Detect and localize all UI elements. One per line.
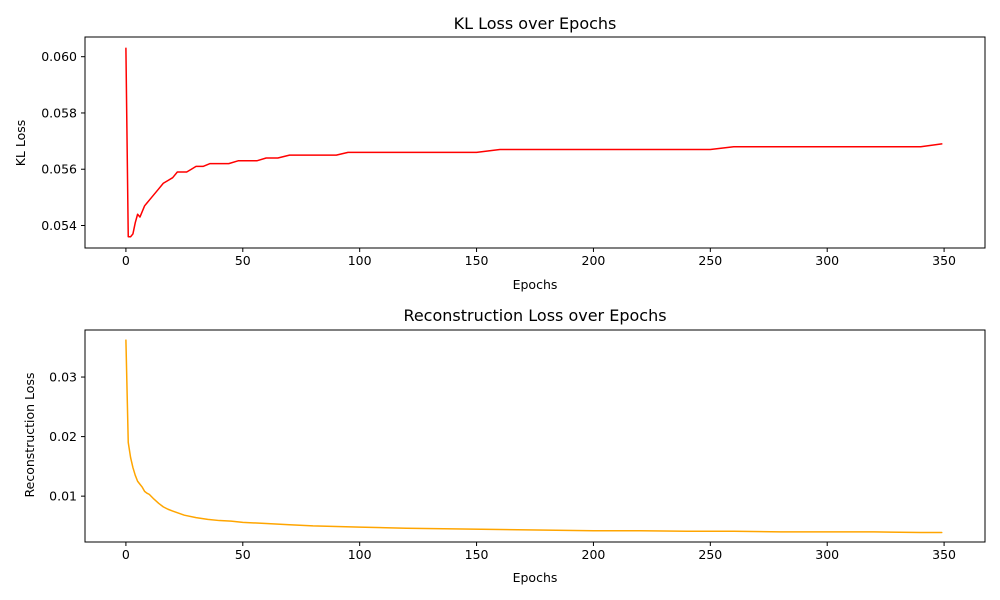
- x-tick-label: 50: [235, 547, 251, 562]
- x-tick-label: 300: [815, 547, 839, 562]
- y-tick-label: 0.058: [41, 105, 77, 120]
- y-tick-label: 0.02: [49, 429, 77, 444]
- chart-title: Reconstruction Loss over Epochs: [403, 306, 666, 325]
- x-tick-label: 0: [122, 253, 130, 268]
- kl-loss-chart: KL Loss over Epochs Epochs KL Loss 0 50 10…: [13, 14, 986, 292]
- plot-area: [125, 339, 943, 534]
- x-tick-label: 250: [698, 547, 722, 562]
- plot-area: [125, 47, 943, 238]
- x-tick-label: 350: [932, 547, 956, 562]
- y-tick-label: 0.054: [41, 218, 77, 233]
- x-axis-label: Epochs: [513, 277, 558, 292]
- x-tick-label: 150: [465, 547, 489, 562]
- x-tick-label: 100: [348, 253, 372, 268]
- x-tick-label: 350: [932, 253, 956, 268]
- x-tick-label: 200: [582, 547, 606, 562]
- y-axis-label: KL Loss: [13, 120, 28, 167]
- y-tick-label: 0.03: [49, 370, 77, 385]
- axis-ticks: 0 50 100 150 200 250 300 350 0.054 0.056 0.058 0.06…: [41, 49, 956, 268]
- plot-frame: [84, 36, 986, 249]
- y-tick-label: 0.060: [41, 49, 77, 64]
- y-tick-label: 0.01: [49, 489, 77, 504]
- plot-frame: [84, 329, 986, 543]
- x-tick-label: 150: [465, 253, 489, 268]
- x-tick-label: 300: [815, 253, 839, 268]
- reconstruction-loss-chart: Reconstruction Loss over Epochs Epochs R…: [22, 306, 986, 585]
- x-tick-label: 250: [698, 253, 722, 268]
- x-tick-label: 100: [348, 547, 372, 562]
- y-axis-label: Reconstruction Loss: [22, 373, 37, 498]
- x-tick-label: 0: [122, 547, 130, 562]
- x-tick-label: 200: [582, 253, 606, 268]
- x-tick-label: 50: [235, 253, 251, 268]
- axis-ticks: 0 50 100 150 200 250 300 350 0.01 0.02 0.03: [49, 370, 956, 562]
- series-line: [125, 339, 943, 534]
- chart-title: KL Loss over Epochs: [454, 14, 617, 33]
- y-tick-label: 0.056: [41, 162, 77, 177]
- series-line: [125, 47, 943, 238]
- x-axis-label: Epochs: [513, 570, 558, 585]
